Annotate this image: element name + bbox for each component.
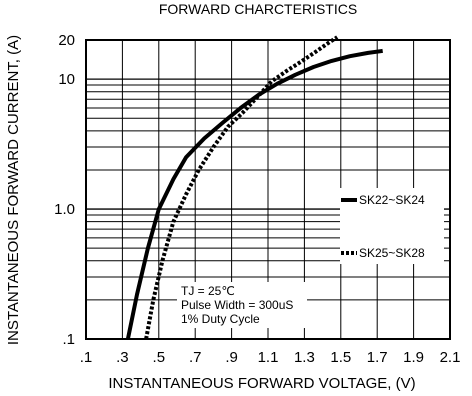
note-background: [177, 282, 307, 328]
x-tick-label: 2.1: [440, 349, 461, 366]
x-tick-label: 1.1: [258, 349, 279, 366]
series-line-sk25-sk28: [144, 35, 339, 340]
y-tick-label: 20: [58, 32, 75, 49]
x-tick-label: 1.9: [403, 349, 424, 366]
x-tick-label: .3: [116, 349, 129, 366]
x-tick-label: 1.5: [330, 349, 351, 366]
plot-frame: [85, 39, 451, 340]
x-tick-labels: .1 .3 .5 .7 .9 1.1 1.3 1.5 1.7 1.9 2.1: [80, 349, 461, 366]
y-tick-label: 1.0: [54, 201, 75, 218]
x-tick-label: .7: [189, 349, 202, 366]
legend-background: [340, 188, 444, 264]
curves: [125, 35, 383, 340]
chart-title: FORWARD CHARCTERISTICS: [159, 1, 357, 17]
legend-label-sk25-sk28: SK25~SK28: [359, 246, 425, 260]
y-tick-labels: 20 10 1.0 .1: [54, 32, 75, 348]
y-tick-label: .1: [62, 331, 75, 348]
test-conditions-note: TJ = 25℃ Pulse Width = 300uS 1% Duty Cyc…: [177, 282, 307, 328]
x-tick-label: 1.7: [367, 349, 388, 366]
legend: SK22~SK24 SK25~SK28: [340, 188, 444, 264]
y-axis-title: INSTANTANEOUS FORWARD CURRENT, (A): [5, 35, 22, 345]
x-tick-label: .1: [80, 349, 93, 366]
note-pulse-width: Pulse Width = 300uS: [181, 298, 293, 312]
note-duty-cycle: 1% Duty Cycle: [181, 312, 260, 326]
series-line-sk22-sk24: [125, 48, 383, 340]
y-tick-label: 10: [58, 71, 75, 88]
legend-label-sk22-sk24: SK22~SK24: [359, 193, 425, 207]
x-axis-title: INSTANTANEOUS FORWARD VOLTAGE, (V): [108, 375, 415, 392]
x-tick-label: .9: [225, 349, 238, 366]
note-junction-temperature: TJ = 25℃: [181, 284, 235, 298]
x-tick-label: .5: [153, 349, 166, 366]
x-tick-label: 1.3: [294, 349, 315, 366]
